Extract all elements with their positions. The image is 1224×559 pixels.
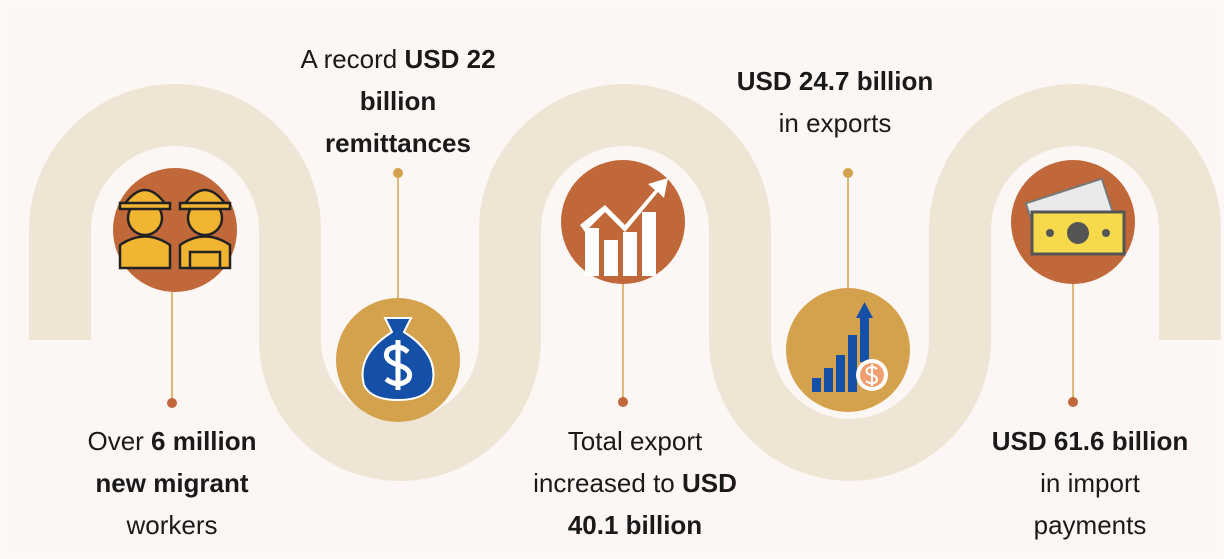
- caption: Over 6 million new migrant workers: [22, 420, 322, 546]
- highlight-text: USD 22: [404, 44, 496, 74]
- caption: USD 24.7 billion in exports: [685, 60, 985, 144]
- icon-growth-chart: [561, 160, 685, 284]
- caption-line: in exports: [685, 102, 985, 144]
- icon-money-bag: [336, 298, 460, 422]
- caption-text: in import: [1040, 468, 1140, 498]
- dots: [167, 168, 1078, 408]
- caption-line: in import: [940, 462, 1224, 504]
- caption-line: USD 61.6 billion: [940, 420, 1224, 462]
- icon-workers: [113, 168, 237, 292]
- caption: A record USD 22 billion remittances: [248, 38, 548, 164]
- highlight-text: remittances: [325, 128, 471, 158]
- caption: USD 61.6 billion in import payments: [940, 420, 1224, 546]
- connectors: [171, 173, 1074, 403]
- caption-line: USD 24.7 billion: [685, 60, 985, 102]
- caption-line: workers: [22, 504, 322, 546]
- caption-text: workers: [126, 510, 218, 540]
- caption-line: Over 6 million: [22, 420, 322, 462]
- caption-text: Over: [87, 426, 152, 456]
- highlight-text: new migrant: [95, 468, 249, 498]
- caption-line: increased to USD: [485, 462, 785, 504]
- caption-line: A record USD 22: [248, 38, 548, 80]
- highlight-text: USD: [681, 468, 737, 498]
- highlight-text: USD 61.6 billion: [991, 426, 1189, 456]
- icon-export-bars: [786, 288, 910, 412]
- highlight-text: 40.1 billion: [567, 510, 703, 540]
- icon-banknotes: [1011, 160, 1135, 284]
- caption-text: payments: [1033, 510, 1147, 540]
- caption-line: new migrant: [22, 462, 322, 504]
- caption-line: 40.1 billion: [485, 504, 785, 546]
- caption-line: billion: [248, 80, 548, 122]
- caption-text: increased to: [533, 468, 682, 498]
- caption: Total export increased to USD 40.1 billion: [485, 420, 785, 546]
- wave-band: [28, 84, 1221, 481]
- caption-text: in exports: [778, 108, 892, 138]
- caption-line: payments: [940, 504, 1224, 546]
- highlight-text: 6 million: [151, 426, 257, 456]
- highlight-text: billion: [359, 86, 437, 116]
- caption-line: remittances: [248, 122, 548, 164]
- caption-text: Total export: [567, 426, 703, 456]
- highlight-text: USD 24.7 billion: [736, 66, 934, 96]
- caption-text: A record: [300, 44, 405, 74]
- caption-line: Total export: [485, 420, 785, 462]
